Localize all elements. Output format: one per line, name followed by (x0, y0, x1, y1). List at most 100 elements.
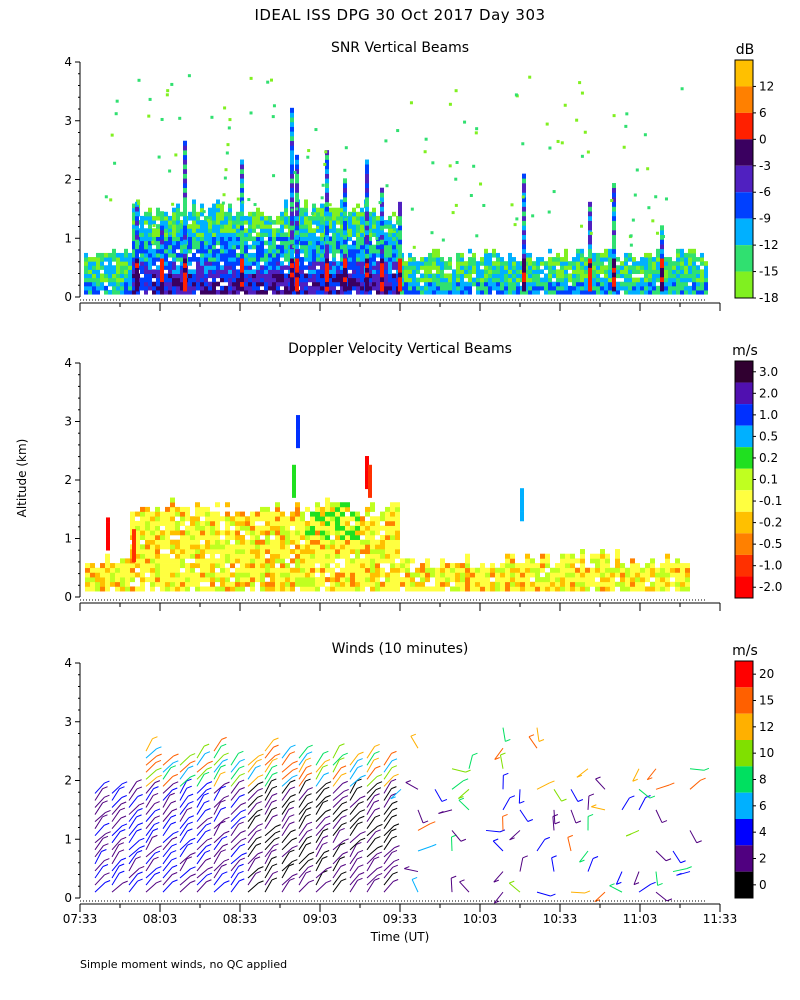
snr-plume (398, 262, 402, 268)
vel-cell (310, 581, 315, 587)
snr-cell (504, 285, 508, 291)
vel-cell (640, 567, 645, 573)
snr-plume (240, 220, 244, 226)
snr-speckle (629, 234, 633, 238)
vel-cell (180, 572, 185, 578)
snr-cell (252, 273, 256, 279)
snr-cell (392, 240, 396, 246)
wind-barb-flag (323, 772, 329, 776)
snr-plume (380, 220, 384, 226)
wind-barb (128, 873, 138, 886)
vel-cell (445, 572, 450, 578)
snr-cell (580, 285, 584, 291)
snr-cell (212, 220, 216, 225)
snr-cell (488, 281, 492, 287)
snr-cell (192, 289, 196, 295)
snr-cell (224, 236, 228, 242)
snr-cell (200, 281, 204, 287)
snr-cell (264, 224, 268, 229)
snr-plume (398, 220, 402, 226)
snr-cell (176, 273, 180, 279)
vel-cell (590, 567, 595, 573)
snr-plume (290, 234, 294, 240)
snr-plume (295, 220, 299, 226)
vel-cell (400, 581, 405, 587)
wind-barb-flag (155, 759, 162, 763)
wind-barb (247, 803, 258, 815)
vel-cell (490, 567, 495, 573)
snr-cell (560, 285, 564, 291)
wind-barb (230, 832, 241, 844)
vel-cell (555, 563, 560, 569)
snr-cell (148, 252, 152, 258)
vel-cell (250, 534, 255, 540)
snr-cell (252, 211, 256, 217)
snr-cell (200, 236, 204, 242)
wind-barb-flag (190, 873, 196, 877)
vel-cell (215, 525, 220, 531)
snr-cell (656, 273, 660, 279)
wind-barb-flag (587, 813, 594, 817)
vel-cell (285, 567, 290, 573)
vel-cell (230, 563, 235, 569)
snr-cell (604, 257, 608, 262)
wind-barb-flag (431, 843, 437, 847)
wind-barb-flag (156, 767, 162, 771)
wind-barb (162, 783, 174, 794)
vel-cell (355, 525, 360, 531)
wind-barb (502, 797, 511, 811)
wind-barb-flag (462, 778, 469, 782)
vel-cell (425, 572, 430, 578)
vel-cell (135, 530, 140, 536)
snr-plume (160, 234, 164, 240)
snr-cell (272, 244, 276, 250)
snr-cell (604, 269, 608, 274)
wind-barb-flag (221, 743, 227, 747)
snr-cell (312, 261, 316, 266)
snr-cell (280, 228, 284, 233)
vel-cell (140, 549, 145, 555)
vel-cell (540, 577, 545, 583)
vel-cell (225, 558, 230, 564)
vel-cell (280, 516, 285, 522)
snr-cell (432, 277, 436, 283)
snr-cell (368, 261, 372, 266)
wind-barb-flag (544, 836, 550, 840)
snr-plume (295, 173, 299, 179)
wind-barb (111, 831, 121, 844)
vel-cell (205, 558, 210, 564)
snr-cell (188, 232, 192, 237)
vel-cell (395, 502, 400, 508)
wind-barb (349, 833, 361, 844)
vel-cell (200, 586, 205, 592)
snr-cell (676, 269, 680, 274)
snr-cell (460, 277, 464, 283)
snr-cell (548, 285, 552, 291)
snr-cell (232, 281, 236, 287)
wind-barb (111, 872, 120, 886)
colorbar-swatch (735, 687, 753, 714)
snr-cell (308, 285, 312, 291)
wind-barb-flag (173, 830, 179, 834)
vel-cell (355, 553, 360, 559)
snr-cell (92, 273, 96, 279)
snr-speckle (269, 78, 273, 82)
vel-cell (170, 581, 175, 587)
snr-cell (484, 289, 488, 295)
snr-cell (208, 232, 212, 237)
wind-barb-flag (680, 860, 686, 864)
x-tick-label: 07:33 (63, 912, 98, 926)
vel-cell (270, 558, 275, 564)
snr-cell (640, 277, 644, 283)
vel-cell (100, 581, 105, 587)
snr-plume (240, 215, 244, 221)
snr-cell (156, 265, 160, 270)
snr-plume (135, 206, 139, 212)
wind-barb-flag (339, 827, 345, 831)
vel-cell (240, 553, 245, 559)
snr-cell (620, 273, 624, 279)
snr-cell (88, 269, 92, 274)
vel-cell (330, 549, 335, 555)
vel-cell (630, 572, 635, 578)
snr-cell (440, 257, 444, 262)
